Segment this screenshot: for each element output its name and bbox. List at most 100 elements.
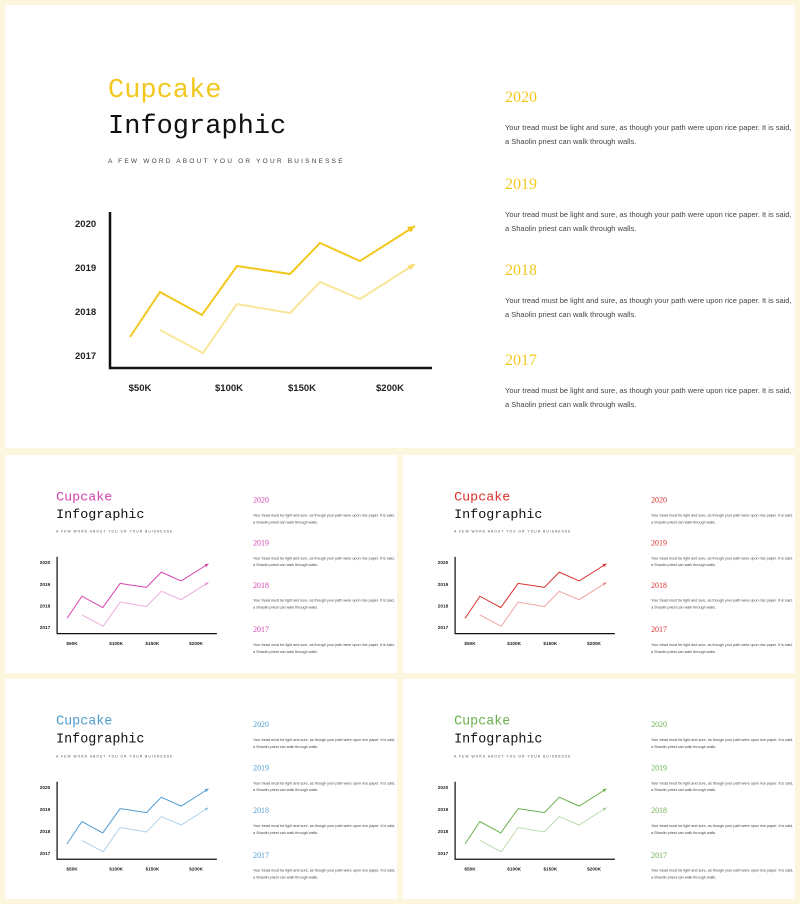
item-year: 2018: [505, 262, 537, 279]
arrow-head: [204, 582, 209, 586]
tagline: A FEW WORD ABOUT YOU OR YOUR BUISNESSE: [108, 158, 345, 165]
x-axis-label: $150K: [543, 641, 557, 646]
item-text: Your tread must be light and sure, as th…: [651, 824, 793, 828]
item-text: a Shaolin priest can walk through walls.: [253, 606, 318, 610]
item-text: a Shaolin priest can walk through walls.: [253, 650, 318, 654]
slide: Cupcake Infographic A FEW WORD ABOUT YOU O…: [5, 5, 795, 448]
item-text: Your tread must be light and sure, as th…: [253, 869, 395, 873]
x-axis-label: $150K: [145, 641, 159, 646]
arrow-head: [602, 582, 607, 586]
item-text: Your tread must be light and sure, as th…: [505, 296, 792, 305]
item-year: 2017: [253, 625, 269, 634]
axis: [56, 556, 217, 635]
item-year: 2018: [651, 581, 667, 590]
item-text: a Shaolin priest can walk through walls.: [253, 745, 318, 749]
x-axis-label: $150K: [543, 867, 557, 872]
arrow-head: [602, 807, 607, 812]
item-text: a Shaolin priest can walk through walls.: [253, 520, 318, 524]
y-axis-label: 2020: [438, 785, 449, 790]
y-axis-label: 2018: [40, 604, 51, 609]
tagline: A FEW WORD ABOUT YOU OR YOUR BUISNESSE: [56, 754, 173, 758]
x-axis-label: $200K: [376, 383, 404, 394]
axis: [56, 781, 217, 860]
item-text: a Shaolin priest can walk through walls.: [253, 876, 318, 880]
y-axis-label: 2019: [438, 582, 449, 587]
x-axis-label: $150K: [145, 867, 159, 872]
tagline: A FEW WORD ABOUT YOU OR YOUR BUISNESSE: [454, 530, 571, 534]
title-word: Infographic: [454, 733, 542, 748]
y-axis-label: 2018: [438, 604, 449, 609]
trend-line: [464, 563, 607, 619]
arrow-head: [602, 563, 607, 568]
trend-line: [159, 263, 416, 355]
item-year: 2017: [651, 625, 667, 634]
item-text: Your tread must be light and sure, as th…: [651, 514, 792, 518]
y-axis-label: 2020: [75, 219, 96, 230]
item-year: 2020: [505, 89, 537, 106]
item-text: Your tread must be light and sure, as th…: [651, 599, 792, 603]
slide: Cupcake Infographic A FEW WORD ABOUT YOU O…: [5, 455, 397, 673]
item-text: Your tread must be light and sure, as th…: [505, 386, 792, 395]
tagline: A FEW WORD ABOUT YOU OR YOUR BUISNESSE: [454, 754, 571, 758]
item-text: Your tread must be light and sure, as th…: [253, 643, 394, 647]
tagline: A FEW WORD ABOUT YOU OR YOUR BUISNESSE: [56, 530, 173, 534]
x-axis-label: $50K: [129, 383, 152, 394]
y-axis-label: 2019: [438, 807, 449, 812]
item-year: 2019: [253, 539, 269, 548]
item-text: Your tread must be light and sure, as th…: [505, 210, 792, 219]
y-axis-label: 2019: [75, 263, 96, 274]
item-year: 2018: [651, 806, 667, 815]
x-axis-label: $100K: [109, 867, 123, 872]
item-text: Your tread must be light and sure, as th…: [253, 556, 394, 560]
x-axis-label: $50K: [464, 867, 476, 872]
item-year: 2019: [253, 763, 269, 772]
x-axis-label: $200K: [587, 867, 601, 872]
y-axis-label: 2017: [438, 851, 449, 856]
arrow-head: [204, 807, 209, 812]
title-word: Infographic: [56, 508, 144, 523]
axis: [454, 556, 615, 635]
item-text: a Shaolin priest can walk through walls.: [505, 310, 636, 319]
item-text: a Shaolin priest can walk through walls.: [505, 224, 636, 233]
x-axis-label: $100K: [507, 867, 521, 872]
item-text: Your tread must be light and sure, as th…: [253, 738, 395, 742]
y-axis-label: 2020: [40, 560, 51, 565]
y-axis-label: 2020: [438, 560, 449, 565]
item-text: a Shaolin priest can walk through walls.: [253, 563, 318, 567]
item-text: Your tread must be light and sure, as th…: [253, 599, 394, 603]
item-year: 2018: [253, 581, 269, 590]
arrow-head: [602, 788, 607, 793]
item-year: 2019: [651, 763, 667, 772]
title-word: Infographic: [56, 733, 144, 748]
arrow-head: [204, 788, 209, 793]
item-year: 2017: [651, 851, 667, 860]
item-text: a Shaolin priest can walk through walls.: [253, 788, 318, 792]
y-axis-label: 2018: [40, 829, 51, 834]
title-word: Cupcake: [454, 715, 510, 730]
arrow-head: [407, 264, 415, 271]
title-word: Infographic: [454, 508, 542, 523]
trend-line: [81, 807, 209, 853]
y-axis-label: 2019: [40, 807, 51, 812]
item-text: Your tread must be light and sure, as th…: [253, 824, 395, 828]
item-text: Your tread must be light and sure, as th…: [651, 869, 793, 873]
arrow-head: [204, 563, 209, 568]
x-axis-label: $200K: [189, 867, 203, 872]
item-text: Your tread must be light and sure, as th…: [651, 643, 792, 647]
y-axis-label: 2017: [40, 625, 51, 630]
x-axis-label: $50K: [66, 867, 78, 872]
item-year: 2020: [651, 496, 667, 505]
item-text: Your tread must be light and sure, as th…: [505, 123, 792, 132]
title-word: Cupcake: [454, 490, 510, 505]
item-year: 2018: [253, 806, 269, 815]
item-text: Your tread must be light and sure, as th…: [651, 738, 793, 742]
arrow-head: [407, 226, 415, 233]
item-text: Your tread must be light and sure, as th…: [253, 781, 395, 785]
item-text: a Shaolin priest can walk through walls.: [651, 563, 716, 567]
trend-line: [66, 563, 209, 619]
item-text: a Shaolin priest can walk through walls.: [651, 606, 716, 610]
item-text: a Shaolin priest can walk through walls.: [651, 650, 716, 654]
item-text: Your tread must be light and sure, as th…: [651, 556, 792, 560]
x-axis-label: $50K: [66, 641, 78, 646]
item-year: 2017: [505, 352, 537, 369]
